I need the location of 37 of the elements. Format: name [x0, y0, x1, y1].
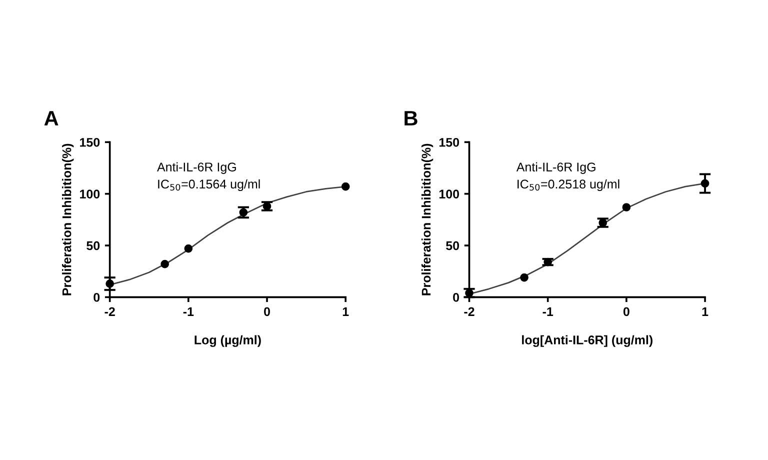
y-tick-label: 100	[80, 190, 100, 198]
point	[520, 273, 528, 282]
annotation: Anti-IL-6R IgG	[516, 162, 596, 174]
point	[544, 258, 552, 266]
y-tick-label: 150	[439, 138, 460, 147]
y-axis-title: Proliferation Inhibition(%)	[421, 144, 434, 296]
x-tick-label: -1	[183, 307, 194, 316]
text: A	[44, 111, 58, 126]
point	[262, 202, 272, 210]
point	[598, 218, 608, 227]
point	[106, 280, 114, 288]
text: B	[404, 111, 418, 126]
point	[341, 182, 350, 191]
x-tick-label: -1	[542, 307, 554, 316]
point	[184, 244, 193, 253]
x-tick-label: -2	[464, 307, 474, 316]
point	[239, 208, 248, 217]
x-tick-label: 1	[342, 307, 349, 316]
annotation: Anti-IL-6R IgG	[157, 162, 236, 174]
point	[622, 203, 631, 212]
y-tick-label: 50	[86, 241, 100, 250]
x-axis-title: log[Anti-IL-6R] (ug/ml)	[522, 335, 652, 347]
y-tick-label: 0	[94, 292, 100, 302]
y-tick-label: 150	[80, 138, 100, 147]
point	[700, 179, 710, 188]
y-tick-label: 100	[439, 190, 460, 198]
y-tick-label: 0	[453, 292, 460, 302]
annotation: IC$_{50}$=0.1564 ug/ml	[158, 179, 260, 191]
y-axis-title: Proliferation Inhibition(%)	[62, 144, 74, 296]
x-tick-label: 1	[702, 307, 708, 316]
point	[160, 260, 170, 268]
x-tick-label: 0	[264, 307, 270, 316]
x-axis-title: Log (µg/ml)	[194, 335, 261, 347]
x-tick-label: 0	[623, 307, 630, 316]
x-tick-label: -2	[104, 307, 115, 316]
annotation: IC$_{50}$=0.2518 ug/ml	[518, 179, 620, 191]
y-tick-label: 50	[446, 241, 460, 250]
